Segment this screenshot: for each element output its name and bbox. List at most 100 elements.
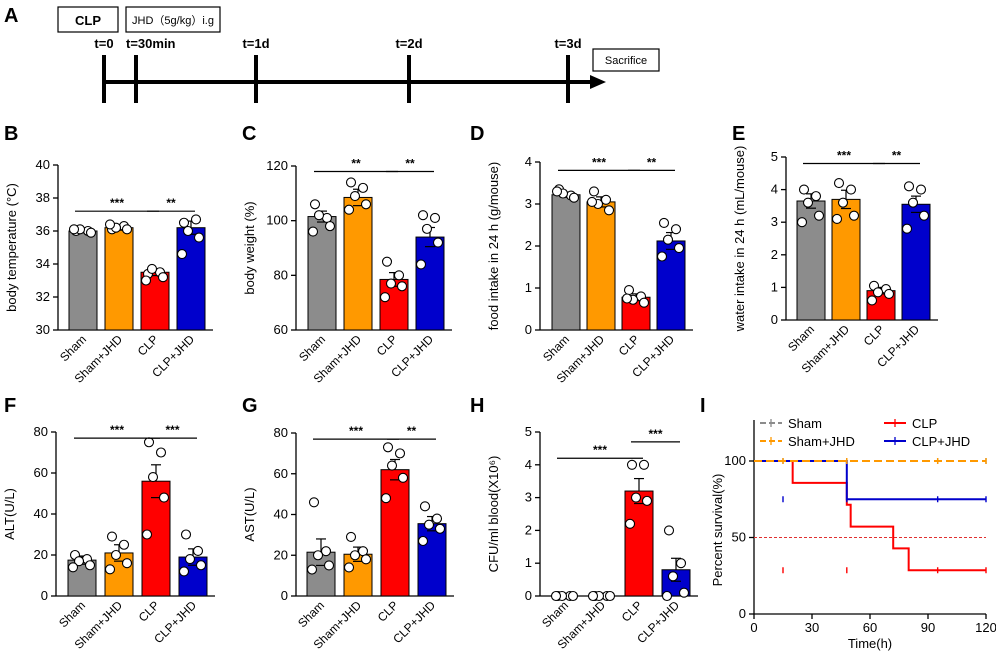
panel-d-data-point (568, 192, 580, 203)
panel-i-legend-label-sham: Sham (788, 416, 822, 431)
panel-c-y-axis-title: body weight (%) (242, 201, 257, 294)
panel-b-data-point (176, 249, 188, 260)
panel-c-data-point (415, 259, 427, 270)
panel-g-bar-clp (380, 469, 410, 597)
panel-e-data-point (883, 288, 895, 299)
panel-c-data-point (381, 256, 393, 267)
panel-e-y-tick-label: 4 (771, 182, 778, 197)
panel-e-data-point (813, 210, 825, 221)
panel-g-label: G (242, 395, 258, 417)
panel-f-data-point (184, 554, 196, 565)
panel-c-data-point (393, 270, 405, 281)
panel-d-data-point (603, 205, 615, 216)
panel-i-x-tick-label: 60 (863, 620, 877, 635)
panel-h-data-point (567, 590, 579, 602)
panel-i-legend-label-sham-plus-jhd: Sham+JHD (788, 434, 855, 449)
panel-c-y-tick-label: 60 (274, 322, 288, 337)
panel-g-x-tick-label: Sham (295, 598, 327, 630)
panel-b-y-axis-title: body temperature (°C) (4, 183, 19, 312)
panel-c-data-point (349, 191, 361, 202)
panel-h-data-point (675, 558, 687, 569)
panel-e-data-point (866, 295, 878, 306)
panel-d-significance-label: *** (592, 155, 606, 169)
panel-c-data-point (385, 278, 397, 289)
panel-e-y-tick-label: 2 (771, 247, 778, 262)
panel-c-data-point (307, 226, 319, 237)
panel-f-data-point (180, 529, 192, 540)
panel-d-x-tick-label: CLP (616, 332, 642, 358)
panel-e-bar-chart: E 0 1 2 3 4 5 water intake in 24 h (mL/mouse) Sh… (732, 123, 938, 376)
panel-f-data-point (110, 549, 122, 561)
clp-box (57, 6, 119, 33)
panel-b-data-point (146, 263, 158, 275)
panel-h-y-axis-title: CFU/ml blood(X10⁶) (486, 456, 501, 573)
panel-h-data-point (667, 571, 679, 582)
panel-e-y-tick-label: 3 (771, 214, 778, 229)
panel-g-data-point (360, 554, 372, 565)
panel-e-data-point (872, 287, 884, 298)
panel-b-y-tick-label: 34 (36, 256, 50, 271)
panel-f-x-tick-label: Sham (56, 598, 88, 630)
panel-h-y-tick-label: 0 (525, 588, 532, 603)
panel-b-data-point (140, 275, 152, 286)
panel-h-y-tick-label: 5 (525, 424, 532, 439)
panel-b-x-tick-label: Sham (57, 332, 89, 364)
panel-h-data-point (630, 492, 642, 503)
panel-d-data-point (656, 251, 668, 262)
panel-h-significance-label: *** (593, 443, 607, 457)
panel-c-data-point (417, 210, 429, 221)
panel-f-data-point (147, 472, 159, 483)
panel-h-label: H (470, 395, 484, 417)
panel-g-data-point (382, 442, 394, 453)
panel-h-data-point (638, 459, 650, 470)
timeline-arrowhead (590, 75, 606, 89)
panel-b-y-tick-label: 32 (36, 289, 50, 304)
panel-g-y-tick-label: 0 (281, 588, 288, 603)
panel-h-y-tick-label: 3 (525, 490, 532, 505)
panel-b-x-tick-label: CLP (135, 332, 161, 358)
panel-h-data-point (624, 518, 636, 529)
panel-b-data-point (121, 224, 133, 235)
panel-g-significance-label: ** (407, 424, 417, 438)
timeline-panel: A CLP JHD（5g/kg）i.g t=0 t=30min t=1d t=2d t=… (4, 5, 660, 103)
panel-d-data-point (658, 217, 670, 228)
panel-g-data-point (308, 497, 320, 508)
panel-f-y-tick-label: 60 (34, 465, 48, 480)
panel-g-y-tick-label: 60 (274, 466, 288, 481)
panel-b-y-tick-label: 36 (36, 223, 50, 238)
panel-e-data-point (845, 184, 857, 195)
panel-f-data-point (158, 492, 170, 503)
panel-f-data-point (106, 531, 118, 542)
panel-h-y-tick-label: 4 (525, 457, 532, 472)
panel-c-label: C (242, 123, 256, 145)
panel-h-data-point (550, 590, 562, 602)
panel-b-y-tick-label: 30 (36, 322, 50, 337)
panel-b-data-point (68, 224, 80, 235)
panel-f-y-tick-label: 20 (34, 547, 48, 562)
panel-i-x-tick-label: 0 (750, 620, 757, 635)
panel-c-y-tick-label: 100 (266, 213, 288, 228)
panel-g-x-tick-label: CLP (375, 598, 401, 624)
panel-f-data-point (195, 560, 207, 571)
panel-i-legend-label-clp: CLP (912, 416, 937, 431)
panel-i-series-clp-plus-jhd (754, 460, 986, 501)
timeline-tick-label: t=2d (395, 36, 422, 51)
panel-f-data-point (84, 560, 96, 571)
panel-b-data-point (85, 227, 97, 238)
panel-h-y-tick-label: 2 (525, 522, 532, 537)
panel-e-significance-label: ** (892, 149, 902, 163)
panel-i-x-tick-label: 120 (975, 620, 996, 635)
panel-g-data-point (386, 460, 398, 471)
panel-d-bar-sham-plus-jhd (586, 201, 616, 331)
panel-b-label: B (4, 123, 18, 145)
panel-f-data-point (155, 447, 167, 458)
panel-i-series-clp (754, 460, 986, 572)
panel-b-significance-label: ** (166, 196, 176, 210)
panel-e-data-point (796, 217, 808, 228)
panel-d-data-point (673, 243, 685, 254)
panel-h-data-point (604, 590, 616, 602)
